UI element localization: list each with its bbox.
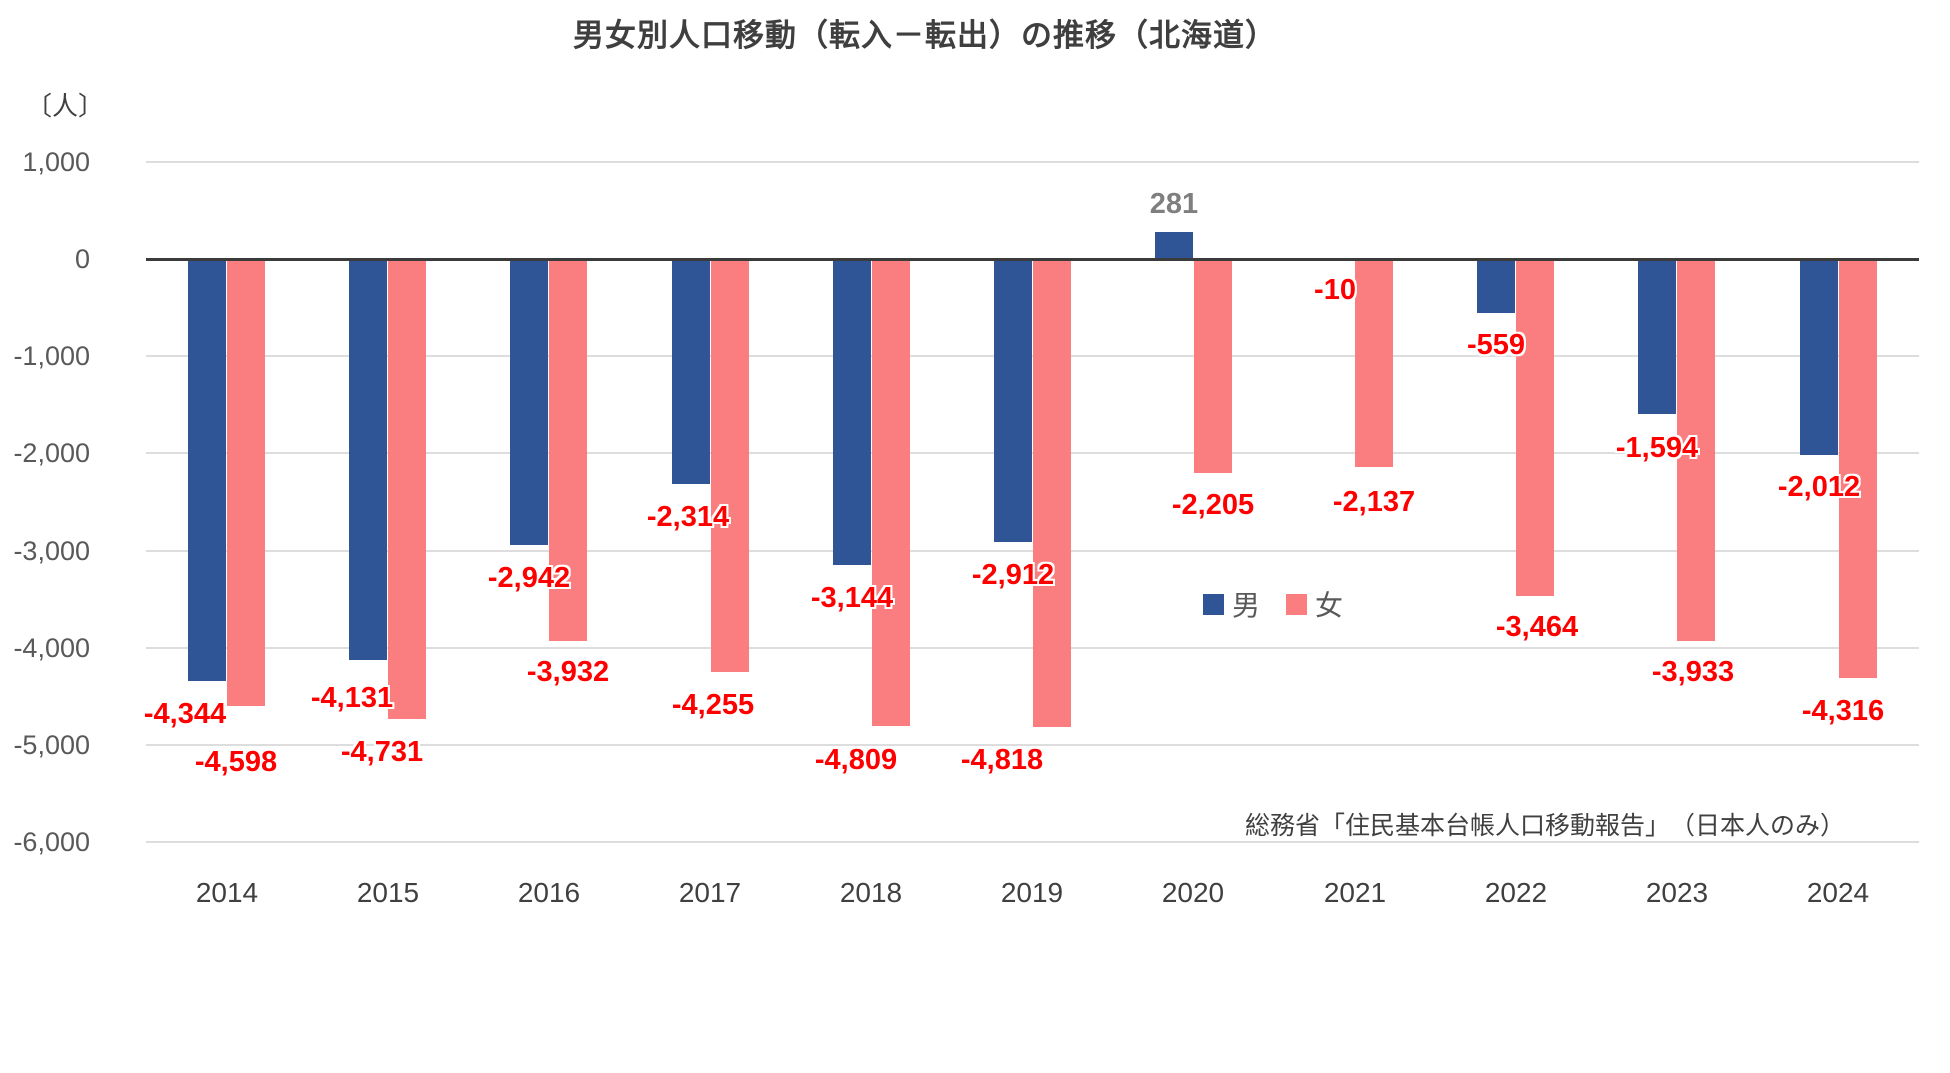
data-label-female-2023: -3,933: [1651, 656, 1735, 688]
legend-male-swatch: [1203, 593, 1224, 615]
gridline--2000: [146, 452, 1919, 454]
legend-item-male: 男: [1203, 584, 1260, 624]
y-tick-label--2000: -2,000: [13, 438, 90, 468]
x-axis-zero-line: [146, 258, 1919, 261]
gridline-1000: [146, 161, 1919, 163]
data-label-male-2024: -2,012: [1777, 471, 1861, 503]
legend-female-label: 女: [1315, 590, 1344, 621]
data-label-male-2015: -4,131: [310, 682, 394, 714]
data-label-male-2018: -3,144: [810, 582, 894, 614]
bar-male-2017: [672, 259, 710, 484]
y-tick-label--3000: -3,000: [13, 536, 90, 566]
x-tick-label-2017: 2017: [678, 877, 742, 908]
bar-male-2019: [994, 259, 1032, 542]
bar-female-2016: [549, 259, 587, 641]
x-tick-label-2024: 2024: [1806, 877, 1870, 908]
bar-male-2018: [833, 259, 871, 565]
x-tick-label-2015: 2015: [356, 877, 420, 908]
legend-item-female: 女: [1286, 584, 1343, 624]
data-label-female-2022: -3,464: [1495, 611, 1579, 643]
data-label-male-2019: -2,912: [971, 559, 1055, 591]
data-label-female-2024: -4,316: [1801, 695, 1885, 727]
chart-title: 男女別人口移動（転入－転出）の推移（北海道）: [573, 18, 1277, 53]
bar-female-2018: [872, 259, 910, 726]
y-tick-label-1000: 1,000: [22, 147, 90, 177]
y-tick-label--1000: -1,000: [13, 341, 90, 371]
data-label-male-2014: -4,344: [143, 698, 227, 730]
bar-male-2016: [510, 259, 548, 545]
legend: 男 女: [1203, 584, 1343, 624]
x-tick-label-2020: 2020: [1161, 877, 1225, 908]
legend-male-label: 男: [1232, 590, 1261, 621]
gridline--6000: [146, 841, 1919, 843]
data-label-female-2020: -2,205: [1171, 489, 1255, 521]
bar-male-2015: [349, 259, 387, 660]
data-label-female-2014: -4,598: [194, 746, 278, 778]
bar-female-2023: [1677, 259, 1715, 641]
data-label-male-2021: -10: [1314, 274, 1356, 306]
x-tick-label-2016: 2016: [517, 877, 581, 908]
gridline--4000: [146, 647, 1919, 649]
y-tick-label-0: 0: [74, 244, 90, 274]
gridline--3000: [146, 550, 1919, 552]
data-label-female-2015: -4,731: [340, 736, 424, 768]
x-tick-label-2022: 2022: [1484, 877, 1548, 908]
data-label-female-2018: -4,809: [814, 744, 898, 776]
data-label-female-2019: -4,818: [960, 744, 1044, 776]
x-tick-label-2018: 2018: [839, 877, 903, 908]
bar-female-2014: [227, 259, 265, 706]
y-tick-label--4000: -4,000: [13, 633, 90, 663]
bar-female-2022: [1516, 259, 1554, 596]
bar-male-2023: [1638, 259, 1676, 414]
bar-female-2024: [1839, 259, 1877, 678]
bar-female-2017: [711, 259, 749, 672]
bar-female-2020: [1194, 259, 1232, 473]
y-axis-unit-label: 〔人〕: [26, 91, 105, 121]
y-tick-label--6000: -6,000: [13, 827, 90, 857]
bar-male-2022: [1477, 259, 1515, 313]
bar-female-2021: [1355, 259, 1393, 467]
x-tick-label-2023: 2023: [1645, 877, 1709, 908]
data-label-male-2022: -559: [1466, 329, 1526, 361]
x-tick-label-2014: 2014: [195, 877, 259, 908]
data-label-female-2016: -3,932: [526, 656, 610, 688]
data-label-male-2020: 281: [1149, 188, 1199, 220]
bar-male-2014: [188, 259, 226, 681]
data-label-male-2023: -1,594: [1615, 432, 1699, 464]
x-tick-label-2021: 2021: [1323, 877, 1387, 908]
data-label-female-2017: -4,255: [671, 689, 755, 721]
source-note: 総務省「住民基本台帳人口移動報告」 （日本人のみ）: [1244, 812, 1845, 840]
x-tick-label-2019: 2019: [1000, 877, 1064, 908]
y-tick-label--5000: -5,000: [13, 730, 90, 760]
bar-female-2019: [1033, 259, 1071, 727]
data-label-male-2016: -2,942: [487, 562, 571, 594]
data-label-male-2017: -2,314: [646, 501, 730, 533]
gridline--1000: [146, 355, 1919, 357]
bar-male-2020: [1155, 232, 1193, 259]
bar-female-2015: [388, 259, 426, 719]
bar-male-2024: [1800, 259, 1838, 455]
legend-female-swatch: [1286, 593, 1308, 615]
gridline--5000: [146, 744, 1919, 746]
data-label-female-2021: -2,137: [1332, 486, 1416, 518]
